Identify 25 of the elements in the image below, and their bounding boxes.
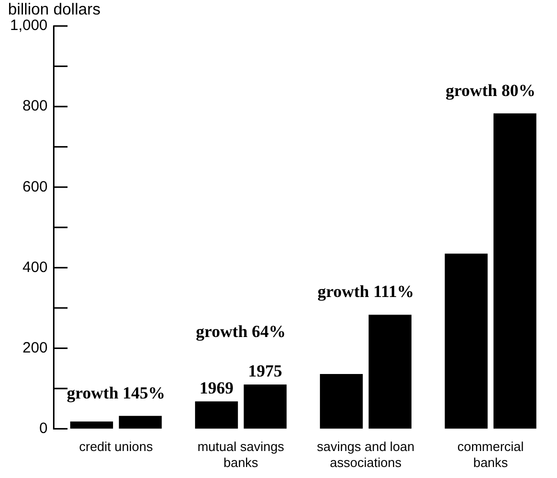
- y-tick-label: 1,000: [10, 17, 48, 34]
- x-tick-label: savings and loan associations: [316, 439, 414, 470]
- y-tick-label: 400: [22, 258, 48, 276]
- y-axis-title: billion dollars: [8, 1, 100, 18]
- bar: [244, 384, 287, 429]
- series-label: 1969: [199, 378, 234, 398]
- annotation: growth 80%: [446, 80, 536, 100]
- x-tick-label: mutual savings banks: [197, 439, 285, 470]
- bar: [493, 113, 536, 429]
- annotation: growth 145%: [66, 383, 166, 402]
- x-tick-label: credit unions: [79, 439, 154, 454]
- bar: [368, 314, 412, 429]
- bar: [195, 401, 238, 429]
- y-tick-label: 0: [39, 420, 48, 437]
- bar: [444, 254, 488, 429]
- bar: [320, 374, 363, 429]
- y-tick-label: 800: [22, 98, 48, 115]
- annotation: growth 64%: [196, 322, 286, 341]
- x-tick-label: commercial banks: [457, 439, 524, 470]
- series-label: 1975: [248, 361, 282, 380]
- y-tick-label: 600: [22, 178, 48, 196]
- annotation: growth 111%: [317, 282, 414, 302]
- bar: [118, 416, 162, 429]
- y-tick-label: 200: [22, 339, 48, 356]
- bar: [70, 422, 114, 429]
